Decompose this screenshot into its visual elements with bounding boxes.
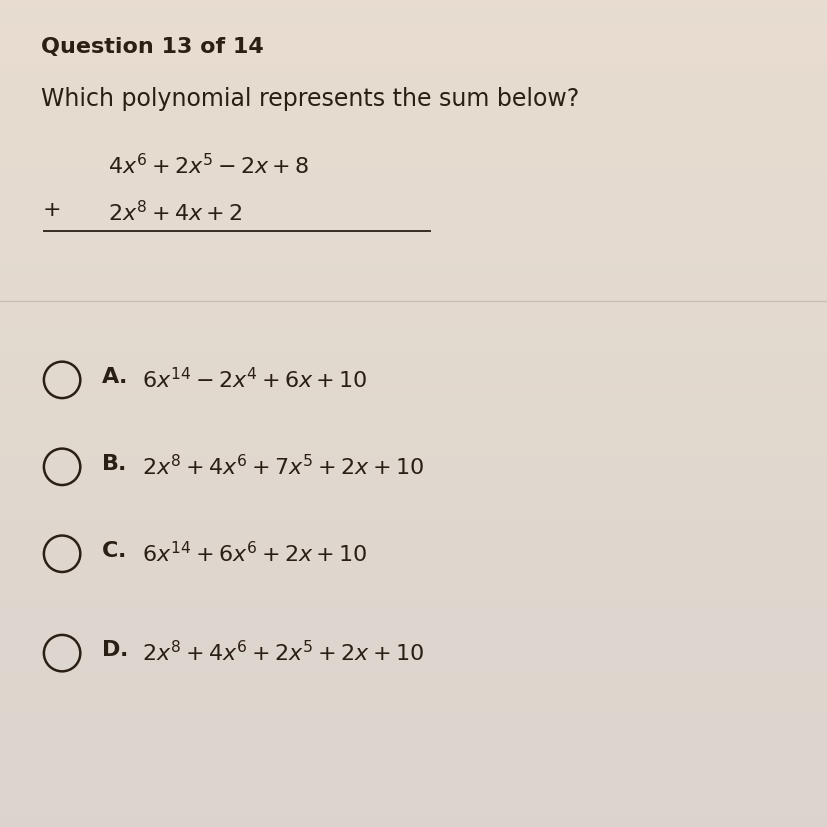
Text: Which polynomial represents the sum below?: Which polynomial represents the sum belo…	[41, 87, 579, 111]
Text: $\mathbf{D.}$: $\mathbf{D.}$	[101, 639, 127, 659]
Text: $2x^{8} + 4x^{6} + 2x^{5} + 2x + 10$: $2x^{8} + 4x^{6} + 2x^{5} + 2x + 10$	[142, 639, 423, 664]
Text: $2x^{8} + 4x^{6} + 7x^{5} + 2x + 10$: $2x^{8} + 4x^{6} + 7x^{5} + 2x + 10$	[142, 453, 423, 478]
Text: $\mathbf{B.}$: $\mathbf{B.}$	[101, 453, 126, 473]
Text: $4x^6 + 2x^5 - 2x + 8$: $4x^6 + 2x^5 - 2x + 8$	[108, 153, 308, 178]
Text: $\mathbf{C.}$: $\mathbf{C.}$	[101, 540, 126, 560]
Text: $2x^8 + 4x + 2$: $2x^8 + 4x + 2$	[108, 200, 242, 225]
Text: $6x^{14} - 2x^{4} + 6x + 10$: $6x^{14} - 2x^{4} + 6x + 10$	[142, 366, 368, 391]
Text: +: +	[43, 200, 61, 220]
Text: $6x^{14} + 6x^{6} + 2x + 10$: $6x^{14} + 6x^{6} + 2x + 10$	[142, 540, 368, 565]
Text: $\mathbf{A.}$: $\mathbf{A.}$	[101, 366, 127, 386]
Text: Question 13 of 14: Question 13 of 14	[41, 37, 264, 57]
